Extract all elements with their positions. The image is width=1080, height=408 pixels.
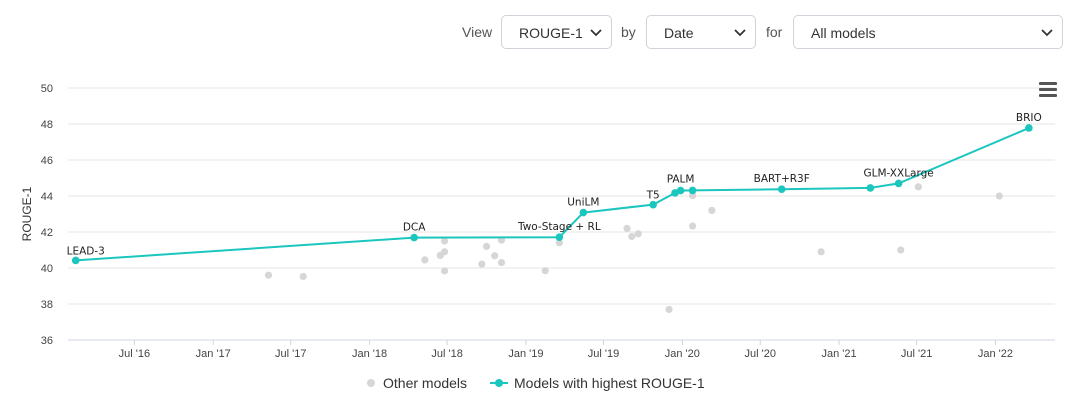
chevron-down-icon [1041,29,1053,37]
other-model-point[interactable] [897,246,905,254]
data-label: PALM [667,174,695,186]
y-tick-label: 48 [41,119,53,131]
other-model-point[interactable] [628,232,636,241]
best-models-series: LEAD-3 DCA Two-Stage + RL UniLM T5 PALM BART+R… [67,112,1042,265]
other-model-point[interactable] [634,230,642,238]
chevron-down-icon [590,29,602,37]
y-axis-label: ROUGE-1 [20,186,34,241]
chart-controls: View ROUGE-1 by Date for All models [0,15,1080,51]
x-tick-label: Jul '21 [901,348,932,360]
other-model-point[interactable] [299,272,307,281]
best-model-point[interactable] [777,185,786,193]
other-model-point[interactable] [440,237,449,245]
best-model-point[interactable] [410,233,418,242]
legend-item-other-models[interactable]: Other models [367,375,467,391]
other-model-point[interactable] [478,260,486,268]
x-tick-label: Jan '17 [196,348,231,360]
legend-item-best-models[interactable]: Models with highest ROUGE-1 [490,375,705,391]
other-model-point[interactable] [440,248,449,256]
grid-lines [68,87,1055,341]
for-label: for [766,24,783,40]
x-tick-label: Jan '18 [352,348,387,360]
best-model-point[interactable] [71,256,80,265]
by-label: by [621,24,636,40]
x-tick-label: Jan '22 [978,348,1013,360]
x-tick-label: Jan '20 [665,348,700,360]
best-model-point[interactable] [579,208,588,217]
models-select-value: All models [811,25,876,41]
best-model-point[interactable] [649,200,657,209]
other-model-point[interactable] [817,248,825,256]
data-label: UniLM [567,197,599,209]
other-model-point[interactable] [440,267,449,275]
other-model-point[interactable] [914,183,922,191]
best-model-point[interactable] [866,184,875,192]
data-label: Two-Stage + RL [517,221,601,233]
y-tick-label: 42 [41,227,53,239]
best-model-point[interactable] [676,186,685,195]
y-tick-label: 46 [41,155,53,167]
other-model-point[interactable] [491,252,499,260]
y-tick-label: 36 [41,335,53,347]
y-tick-label: 44 [41,191,53,203]
other-model-point[interactable] [708,206,716,214]
axis-select[interactable]: Date [646,15,756,49]
data-label: DCA [403,222,426,234]
chart-legend: Other models Models with highest ROUGE-1 [0,375,1080,395]
y-tick-label: 38 [41,299,53,311]
legend-label-best: Models with highest ROUGE-1 [514,375,705,391]
best-model-point[interactable] [555,233,564,242]
x-tick-label: Jul '16 [119,348,150,360]
x-tick-label: Jul '19 [588,348,619,360]
y-tick-label: 40 [41,263,53,275]
legend-label-other: Other models [383,375,468,391]
other-model-point[interactable] [688,222,697,230]
models-select[interactable]: All models [793,15,1063,49]
data-label: BRIO [1016,112,1042,124]
y-tick-label: 50 [41,83,53,95]
data-label: LEAD-3 [67,245,105,257]
x-tick-label: Jul '17 [275,348,306,360]
other-model-point[interactable] [482,242,491,250]
other-model-point[interactable] [665,305,673,313]
other-model-point[interactable] [995,192,1003,200]
x-tick-labels: Jul '16 Jan '17 Jul '17 Jan '18 Jul '18 Jan '… [119,340,1013,360]
other-model-point[interactable] [555,239,563,247]
x-tick-label: Jul '18 [431,348,462,360]
other-model-point[interactable] [541,267,549,275]
metric-select-value: ROUGE-1 [519,25,583,41]
data-label: GLM-XXLarge [864,167,934,179]
axis-select-value: Date [664,25,694,41]
other-models-points [264,183,1003,313]
legend-dot-icon [367,379,375,387]
data-label: T5 [646,190,660,202]
other-model-point[interactable] [421,256,429,264]
best-model-point[interactable] [1025,124,1033,132]
best-models-line [75,127,1030,262]
view-label: View [462,24,493,40]
y-tick-labels: 36 38 40 42 44 46 48 50 [41,83,53,347]
other-model-point[interactable] [623,224,631,232]
best-model-point[interactable] [688,186,697,195]
data-label: BART+R3F [754,173,810,185]
best-model-point[interactable] [894,179,903,188]
chevron-down-icon [734,29,746,37]
hamburger-menu-icon[interactable] [1039,82,1057,98]
other-model-point[interactable] [264,271,273,279]
x-tick-label: Jan '21 [822,348,857,360]
other-model-point[interactable] [688,192,697,200]
x-tick-label: Jul '20 [745,348,776,360]
legend-line-icon [490,379,508,387]
x-tick-label: Jan '19 [508,348,543,360]
other-model-point[interactable] [497,259,506,267]
metric-select[interactable]: ROUGE-1 [501,15,612,49]
